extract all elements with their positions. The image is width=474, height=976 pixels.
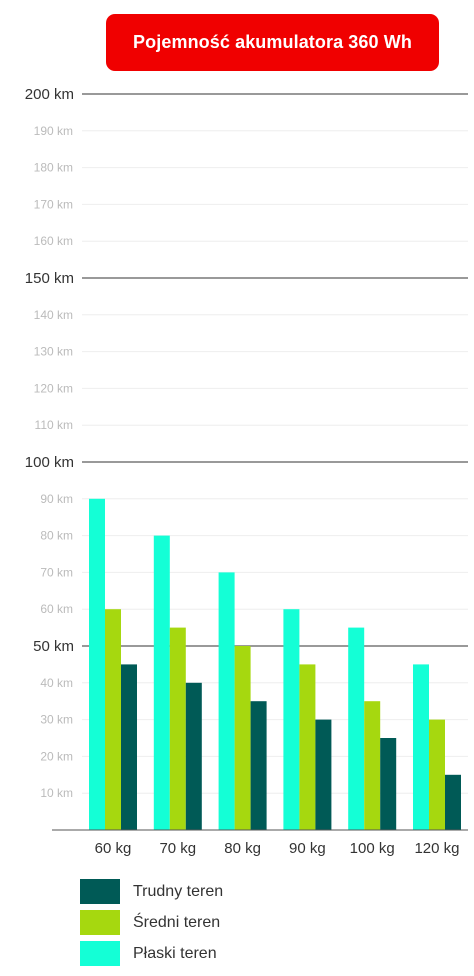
legend-label: Trudny teren xyxy=(133,882,224,900)
y-tick-label: 180 km xyxy=(34,161,73,175)
bar xyxy=(364,701,381,830)
y-tick-label: 70 km xyxy=(40,565,73,579)
bar xyxy=(89,498,105,830)
bar xyxy=(380,738,397,830)
y-tick-label: 110 km xyxy=(35,418,73,432)
legend-label: Płaski teren xyxy=(133,944,217,962)
x-tick-label: 100 kg xyxy=(350,840,395,857)
bar xyxy=(283,609,300,830)
legend-swatch xyxy=(80,941,120,966)
y-tick-label: 200 km xyxy=(25,86,74,103)
y-tick-label: 20 km xyxy=(40,749,73,763)
bar xyxy=(250,701,267,830)
y-tick-label: 90 km xyxy=(40,492,73,506)
y-tick-label: 120 km xyxy=(34,381,73,395)
y-tick-label: 100 km xyxy=(25,454,74,471)
legend-label: Średni teren xyxy=(133,913,221,931)
legend: Trudny teren Średni teren Płaski teren xyxy=(80,876,223,969)
y-tick-label: 130 km xyxy=(34,345,73,359)
bar xyxy=(218,572,235,830)
bar xyxy=(413,664,429,830)
bar xyxy=(121,664,137,830)
x-tick-label: 80 kg xyxy=(224,840,261,857)
bar xyxy=(348,627,365,830)
bar xyxy=(315,719,332,830)
y-tick-label: 140 km xyxy=(34,308,73,322)
y-axis-tick-labels: 10 km 20 km 30 km 40 km 50 km 60 km 70 km 80 km… xyxy=(25,86,74,800)
x-tick-label: 120 kg xyxy=(414,840,459,857)
bar xyxy=(153,535,170,830)
legend-item-trudny: Trudny teren xyxy=(80,876,223,907)
x-tick-label: 70 kg xyxy=(159,840,196,857)
y-tick-label: 160 km xyxy=(34,234,73,248)
grid-lines xyxy=(82,93,468,794)
bar xyxy=(105,609,121,830)
bar-chart: 10 km 20 km 30 km 40 km 50 km 60 km 70 km 80 km… xyxy=(25,86,468,857)
y-tick-label: 30 km xyxy=(40,713,73,727)
bars xyxy=(89,498,461,830)
y-tick-label: 40 km xyxy=(40,676,73,690)
x-tick-label: 90 kg xyxy=(289,840,326,857)
y-tick-label: 190 km xyxy=(34,124,73,138)
bar xyxy=(429,719,445,830)
x-tick-label: 60 kg xyxy=(95,840,132,857)
chart-title: Pojemność akumulatora 360 Wh xyxy=(106,14,439,71)
y-tick-label: 80 km xyxy=(40,529,73,543)
y-tick-label: 150 km xyxy=(25,270,74,287)
bar xyxy=(299,664,316,830)
legend-item-sredni: Średni teren xyxy=(80,907,223,938)
y-tick-label: 50 km xyxy=(33,638,74,655)
bar xyxy=(445,774,461,830)
y-tick-label: 10 km xyxy=(40,786,73,800)
bar xyxy=(169,627,186,830)
y-tick-label: 60 km xyxy=(40,602,73,616)
y-tick-label: 170 km xyxy=(34,197,73,211)
x-axis-tick-labels: 60 kg 70 kg 80 kg 90 kg 100 kg 120 kg xyxy=(95,840,460,857)
legend-swatch xyxy=(80,910,120,935)
legend-swatch xyxy=(80,879,120,904)
bar xyxy=(185,682,202,830)
legend-item-plaski: Płaski teren xyxy=(80,938,223,969)
bar xyxy=(234,646,251,830)
